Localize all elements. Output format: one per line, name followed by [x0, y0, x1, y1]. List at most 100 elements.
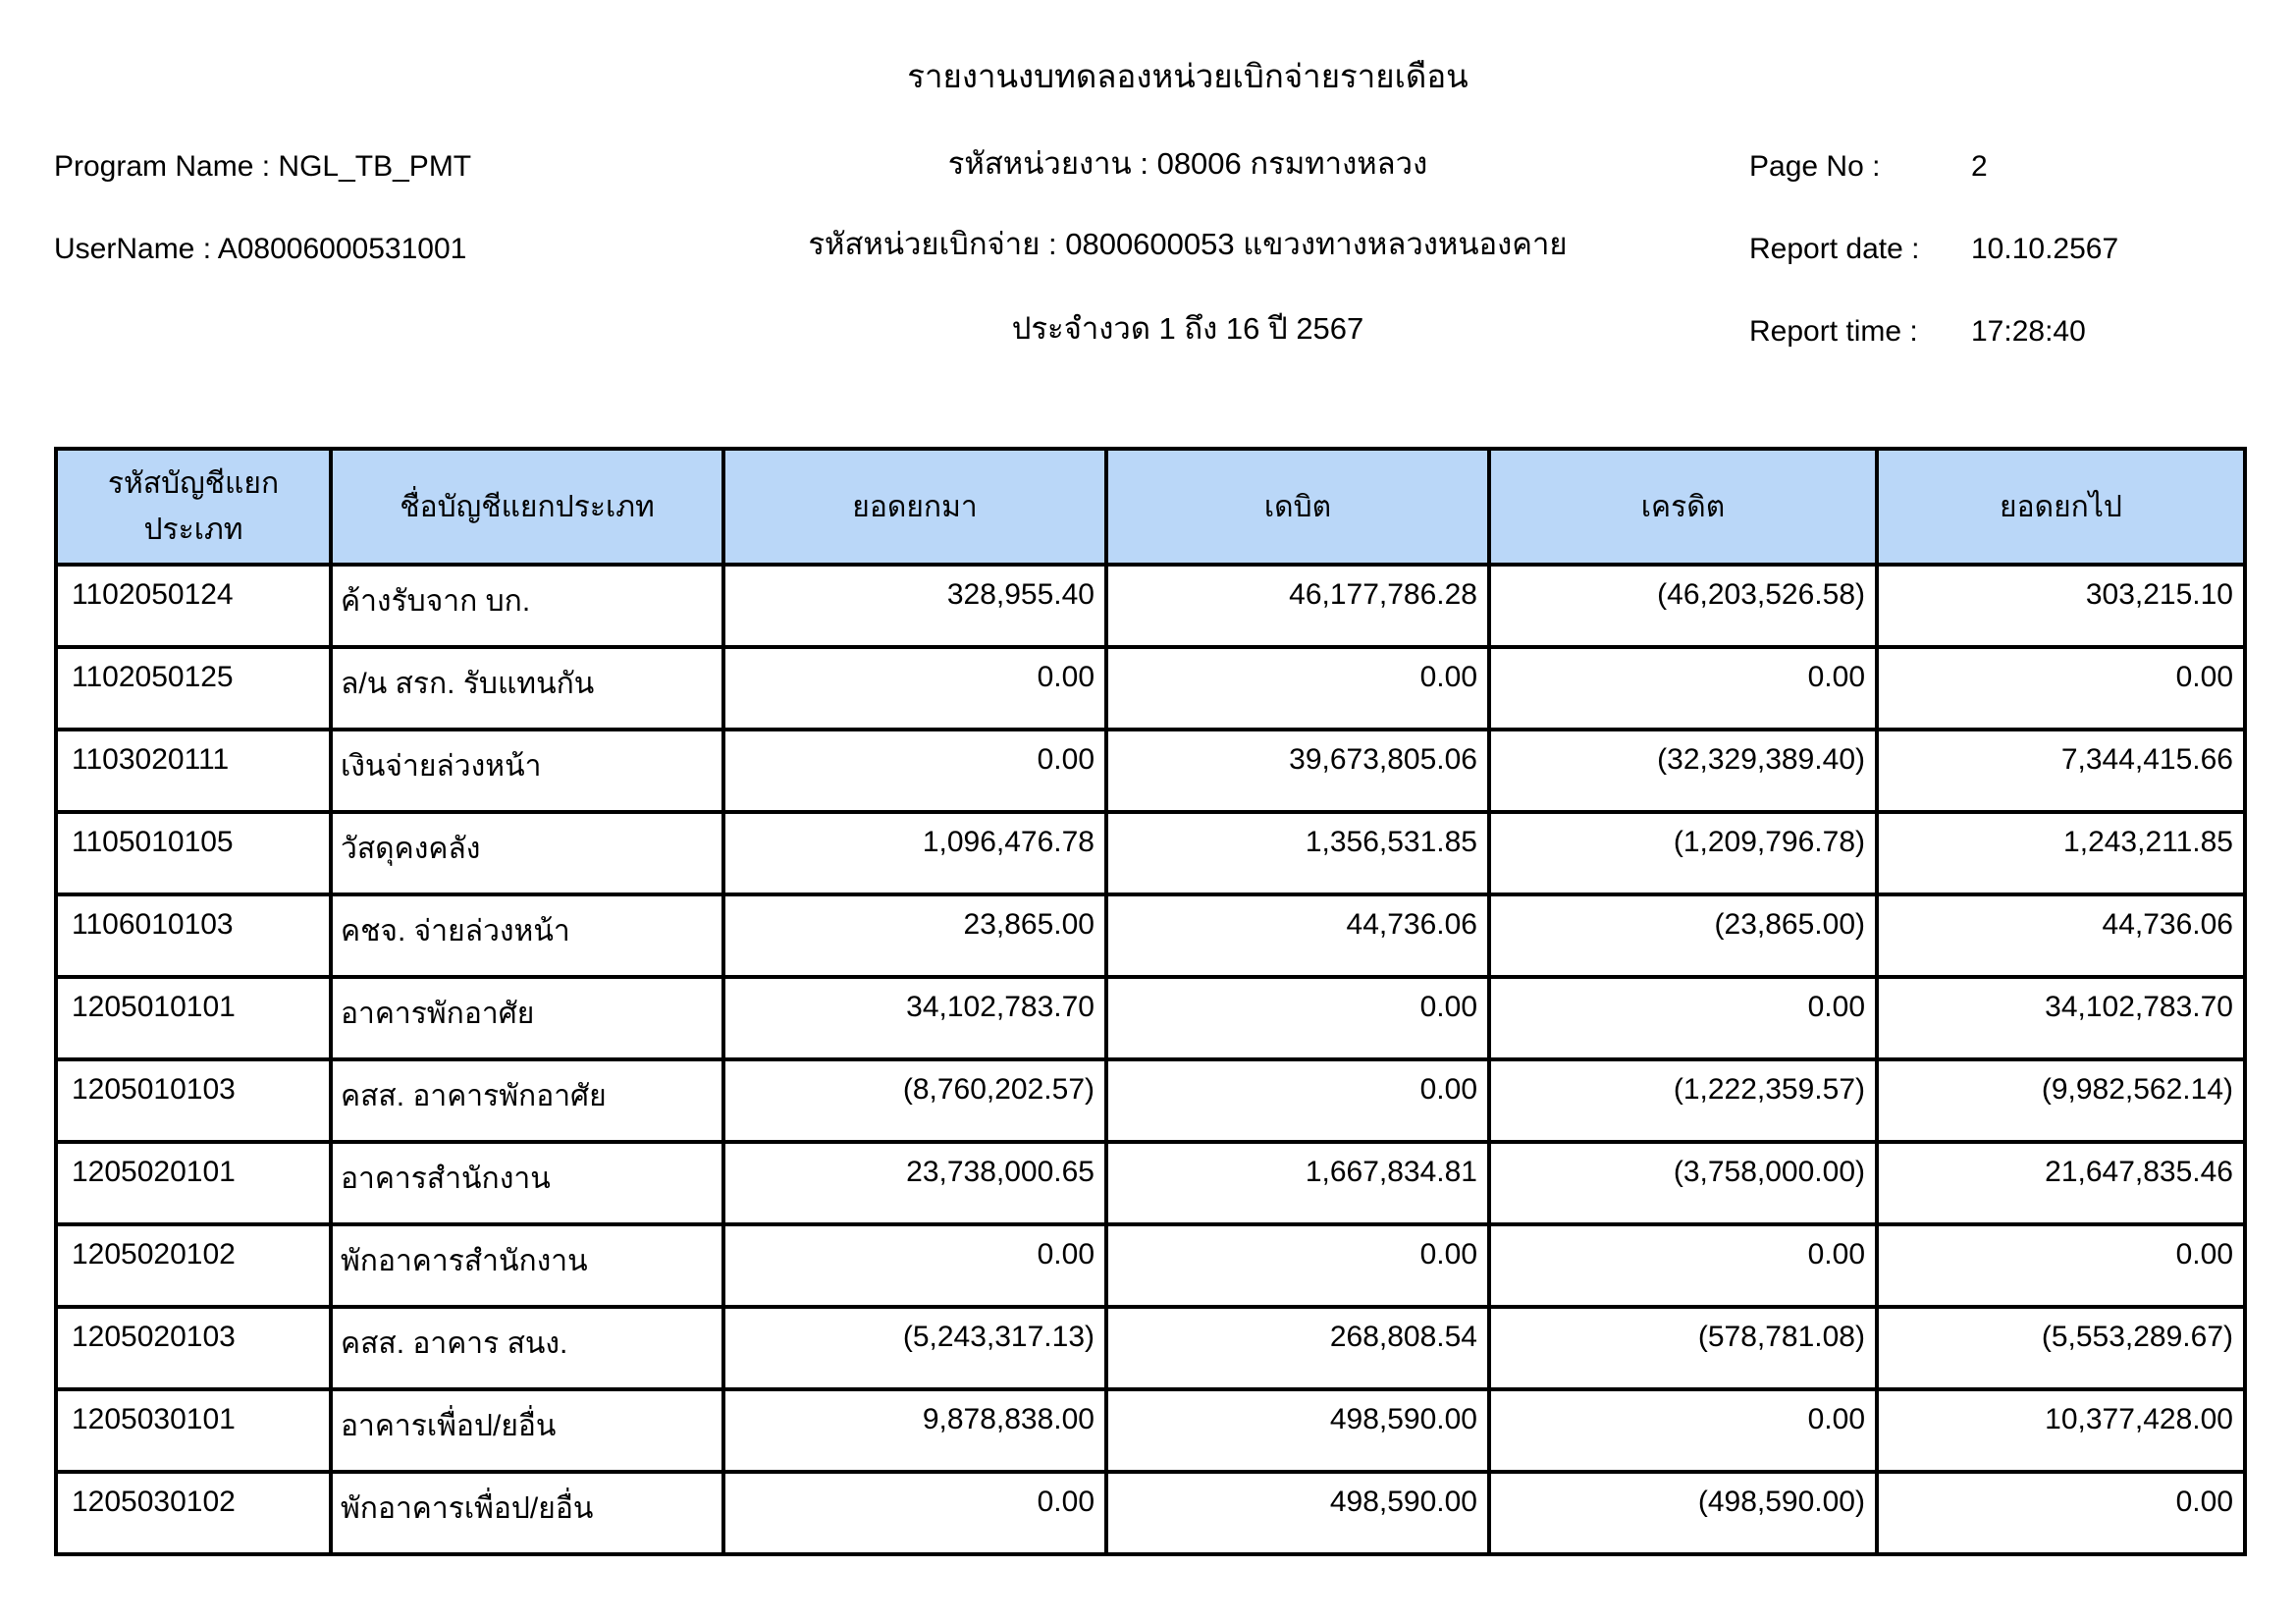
program-name-label: Program Name : [54, 150, 271, 183]
report-date-label: Report date : [1749, 233, 1920, 265]
account-code-cell: 1106010103 [54, 893, 333, 979]
account-code-cell: 1205010103 [54, 1057, 333, 1144]
credit-cell: (23,865.00) [1487, 893, 1879, 979]
account-code-cell: 1205010101 [54, 975, 333, 1061]
table-row: 1102050125 ล/น สรก. รับแทนกัน 0.00 0.00 … [54, 645, 2247, 731]
account-name-cell: ล/น สรก. รับแทนกัน [329, 645, 725, 731]
credit-cell: (578,781.08) [1487, 1305, 1879, 1391]
trial-balance-table-wrapper: รหัสบัญชีแยกประเภท ชื่อบัญชีแยกประเภท ยอ… [54, 447, 2247, 1556]
table-row: 1106010103 คชจ. จ่ายล่วงหน้า 23,865.00 4… [54, 893, 2247, 979]
table-row: 1105010105 วัสดุคงคลัง 1,096,476.78 1,35… [54, 810, 2247, 896]
debit-cell: 39,673,805.06 [1104, 728, 1491, 814]
account-name-cell: อาคารสำนักงาน [329, 1140, 725, 1226]
credit-cell: (1,222,359.57) [1487, 1057, 1879, 1144]
opening-balance-cell: 23,865.00 [721, 893, 1108, 979]
closing-balance-cell: 7,344,415.66 [1875, 728, 2247, 814]
debit-cell: 0.00 [1104, 975, 1491, 1061]
column-header-debit: เดบิต [1104, 447, 1491, 567]
table-row: 1205020102 พักอาคารสำนักงาน 0.00 0.00 0.… [54, 1222, 2247, 1309]
table-header-row: รหัสบัญชีแยกประเภท ชื่อบัญชีแยกประเภท ยอ… [54, 447, 2247, 567]
column-header-opening-balance: ยอดยกมา [721, 447, 1108, 567]
report-time-label: Report time : [1749, 315, 1918, 348]
table-row: 1205010103 คสส. อาคารพักอาศัย (8,760,202… [54, 1057, 2247, 1144]
credit-cell: (498,590.00) [1487, 1470, 1879, 1556]
debit-cell: 0.00 [1104, 1057, 1491, 1144]
page-no-value: 2 [1971, 150, 1988, 183]
debit-cell: 1,356,531.85 [1104, 810, 1491, 896]
closing-balance-cell: 34,102,783.70 [1875, 975, 2247, 1061]
report-date-value: 10.10.2567 [1971, 233, 2119, 265]
account-name-cell: คสส. อาคารพักอาศัย [329, 1057, 725, 1144]
account-name-cell: วัสดุคงคลัง [329, 810, 725, 896]
opening-balance-cell: (5,243,317.13) [721, 1305, 1108, 1391]
column-header-account-code: รหัสบัญชีแยกประเภท [54, 447, 333, 567]
disbursement-unit-label: รหัสหน่วยเบิกจ่าย : [808, 227, 1057, 261]
program-name-line: Program Name : NGL_TB_PMT [54, 147, 471, 188]
debit-cell: 498,590.00 [1104, 1387, 1491, 1474]
closing-balance-cell: 21,647,835.46 [1875, 1140, 2247, 1226]
debit-cell: 1,667,834.81 [1104, 1140, 1491, 1226]
page-no-label: Page No : [1749, 150, 1881, 183]
account-code-cell: 1102050125 [54, 645, 333, 731]
closing-balance-cell: 0.00 [1875, 1222, 2247, 1309]
opening-balance-cell: 0.00 [721, 728, 1108, 814]
trial-balance-table: รหัสบัญชีแยกประเภท ชื่อบัญชีแยกประเภท ยอ… [54, 447, 2247, 1556]
account-name-cell: เงินจ่ายล่วงหน้า [329, 728, 725, 814]
closing-balance-cell: 303,215.10 [1875, 563, 2247, 649]
account-code-cell: 1205020102 [54, 1222, 333, 1309]
credit-cell: (32,329,389.40) [1487, 728, 1879, 814]
opening-balance-cell: (8,760,202.57) [721, 1057, 1108, 1144]
opening-balance-cell: 34,102,783.70 [721, 975, 1108, 1061]
closing-balance-cell: 1,243,211.85 [1875, 810, 2247, 896]
username-line: UserName : A08006000531001 [54, 230, 466, 270]
opening-balance-cell: 9,878,838.00 [721, 1387, 1108, 1474]
disbursement-unit-value: 0800600053 แขวงทางหลวงหนองคาย [1065, 227, 1568, 261]
account-name-cell: ค้างรับจาก บก. [329, 563, 725, 649]
username-label: UserName : [54, 233, 212, 265]
table-row: 1205020103 คสส. อาคาร สนง. (5,243,317.13… [54, 1305, 2247, 1391]
debit-cell: 268,808.54 [1104, 1305, 1491, 1391]
closing-balance-cell: 0.00 [1875, 645, 2247, 731]
account-code-cell: 1102050124 [54, 563, 333, 649]
opening-balance-cell: 23,738,000.65 [721, 1140, 1108, 1226]
credit-cell: 0.00 [1487, 1387, 1879, 1474]
opening-balance-cell: 0.00 [721, 1470, 1108, 1556]
debit-cell: 46,177,786.28 [1104, 563, 1491, 649]
report-title: รายงานงบทดลองหน่วยเบิกจ่ายรายเดือน [907, 58, 1468, 94]
disbursement-unit-line: รหัสหน่วยเบิกจ่าย : 0800600053 แขวงทางหล… [83, 224, 2292, 265]
agency-code-line: รหัสหน่วยงาน : 08006 กรมทางหลวง [83, 143, 2292, 185]
account-name-cell: พักอาคารเพื่อป/ยอื่น [329, 1470, 725, 1556]
credit-cell: (46,203,526.58) [1487, 563, 1879, 649]
account-code-cell: 1205020101 [54, 1140, 333, 1226]
debit-cell: 498,590.00 [1104, 1470, 1491, 1556]
username-value: A08006000531001 [217, 233, 467, 265]
account-code-cell: 1205030101 [54, 1387, 333, 1474]
report-time-value: 17:28:40 [1971, 315, 2086, 348]
closing-balance-cell: 10,377,428.00 [1875, 1387, 2247, 1474]
closing-balance-cell: 44,736.06 [1875, 893, 2247, 979]
trial-balance-body: 1102050124 ค้างรับจาก บก. 328,955.40 46,… [54, 563, 2247, 1556]
debit-cell: 0.00 [1104, 645, 1491, 731]
account-code-cell: 1205020103 [54, 1305, 333, 1391]
table-row: 1205010101 อาคารพักอาศัย 34,102,783.70 0… [54, 975, 2247, 1061]
debit-cell: 0.00 [1104, 1222, 1491, 1309]
closing-balance-cell: 0.00 [1875, 1470, 2247, 1556]
agency-code-label: รหัสหน่วยงาน : [947, 146, 1148, 181]
agency-code-value: 08006 กรมทางหลวง [1156, 146, 1428, 181]
credit-cell: 0.00 [1487, 1222, 1879, 1309]
account-code-cell: 1105010105 [54, 810, 333, 896]
closing-balance-cell: (9,982,562.14) [1875, 1057, 2247, 1144]
account-name-cell: อาคารพักอาศัย [329, 975, 725, 1061]
column-header-closing-balance: ยอดยกไป [1875, 447, 2247, 567]
table-row: 1205020101 อาคารสำนักงาน 23,738,000.65 1… [54, 1140, 2247, 1226]
account-name-cell: คชจ. จ่ายล่วงหน้า [329, 893, 725, 979]
column-header-credit: เครดิต [1487, 447, 1879, 567]
program-name-value: NGL_TB_PMT [278, 150, 472, 183]
table-row: 1205030102 พักอาคารเพื่อป/ยอื่น 0.00 498… [54, 1470, 2247, 1556]
credit-cell: (1,209,796.78) [1487, 810, 1879, 896]
account-code-cell: 1103020111 [54, 728, 333, 814]
period-line: ประจำงวด 1 ถึง 16 ปี 2567 [1011, 311, 1364, 346]
credit-cell: 0.00 [1487, 975, 1879, 1061]
closing-balance-cell: (5,553,289.67) [1875, 1305, 2247, 1391]
